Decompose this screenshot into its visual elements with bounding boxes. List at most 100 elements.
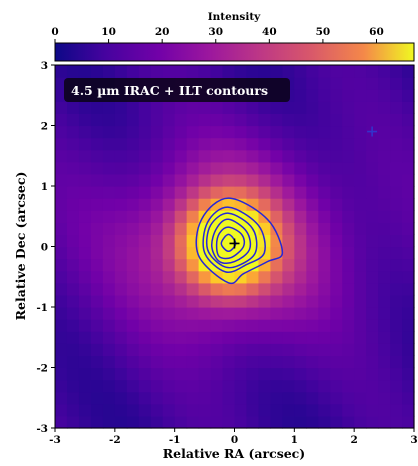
heatmap-cell (210, 65, 224, 78)
heatmap-cell (186, 391, 200, 405)
heatmap-cell (78, 270, 92, 284)
heatmap-cell (114, 294, 128, 308)
heatmap-cell (126, 294, 140, 308)
heatmap-cell (342, 77, 355, 90)
contour-line (205, 212, 258, 269)
heatmap-cell (55, 319, 68, 332)
heatmap-cell (126, 186, 140, 199)
heatmap-cell (342, 258, 355, 272)
heatmap-cell (90, 246, 104, 260)
heatmap-cell (402, 379, 415, 393)
heatmap-cell (354, 379, 367, 393)
heatmap-cell (282, 331, 295, 344)
heatmap-cell (354, 246, 367, 260)
heatmap-cell (90, 319, 104, 332)
heatmap-cell (342, 282, 355, 296)
heatmap-cell (270, 415, 283, 429)
heatmap-cell (150, 222, 164, 235)
heatmap-cell (294, 101, 307, 114)
heatmap-cell (138, 367, 152, 381)
heatmap-cell (294, 113, 307, 127)
heatmap-cell (342, 391, 355, 405)
heatmap-cell (282, 343, 295, 356)
heatmap-cell (294, 246, 307, 260)
heatmap-cell (90, 210, 104, 223)
heatmap-cell (270, 137, 283, 151)
heatmap-cell (66, 391, 80, 405)
heatmap-cell (55, 137, 68, 151)
colorbar-tick-label: 60 (369, 26, 384, 38)
heatmap-cell (378, 77, 391, 90)
heatmap-cell (402, 161, 415, 175)
y-tick-label: -2 (36, 363, 48, 375)
heatmap-cell (390, 331, 403, 344)
heatmap-cell (55, 415, 68, 429)
heatmap-cell (318, 391, 331, 405)
heatmap-cell (402, 125, 415, 139)
heatmap-cell (234, 391, 248, 405)
heatmap-cell (90, 149, 104, 163)
heatmap-cell (402, 270, 415, 284)
heatmap-cell (90, 415, 104, 429)
heatmap-cell (126, 415, 140, 429)
heatmap-cell (150, 198, 164, 211)
heatmap-cell (102, 415, 116, 429)
heatmap-cell (258, 294, 271, 308)
heatmap-cell (282, 270, 295, 284)
heatmap-cell (174, 125, 188, 139)
heatmap-cell (90, 331, 104, 344)
heatmap-cell (258, 65, 271, 78)
heatmap-cell (366, 89, 379, 102)
heatmap-cell (270, 403, 283, 417)
heatmap-cell (342, 186, 355, 199)
heatmap-cell (102, 367, 116, 381)
heatmap-cell (234, 222, 248, 235)
heatmap-cell (126, 137, 140, 151)
heatmap-cell (366, 319, 379, 332)
x-tick-label: 1 (291, 434, 298, 446)
heatmap-cell (186, 282, 200, 296)
heatmap-cell (162, 161, 176, 175)
heatmap-cell (318, 282, 331, 296)
heatmap-cell (150, 65, 164, 78)
heatmap-cell (198, 294, 212, 308)
heatmap-cell (354, 307, 367, 320)
heatmap-cell (198, 355, 212, 369)
heatmap-cell (258, 319, 271, 332)
heatmap-cell (138, 403, 152, 417)
heatmap-cell (402, 149, 415, 163)
heatmap-cell (318, 270, 331, 284)
heatmap-cell (126, 173, 140, 187)
heatmap-cell (258, 173, 271, 187)
heatmap-cell (246, 161, 260, 175)
colorbar-ticks: 0 10 20 30 40 50 60 (51, 26, 384, 43)
heatmap-cell (102, 125, 116, 139)
heatmap-cell (126, 246, 140, 260)
heatmap-cell (294, 173, 307, 187)
heatmap-cell (342, 125, 355, 139)
heatmap-cell (342, 65, 355, 78)
heatmap-cell (222, 294, 236, 308)
heatmap-cell (126, 319, 140, 332)
heatmap-cell (55, 125, 68, 139)
heatmap-cell (306, 246, 319, 260)
heatmap-cell (150, 125, 164, 139)
heatmap-cell (90, 270, 104, 284)
heatmap-cell (198, 113, 212, 127)
heatmap-cell (282, 355, 295, 369)
heatmap-cell (318, 246, 331, 260)
heatmap-cell (366, 367, 379, 381)
heatmap-cell (294, 331, 307, 344)
heatmap-cell (114, 391, 128, 405)
heatmap-cell (354, 65, 367, 78)
heatmap-cell (150, 331, 164, 344)
heatmap-cell (114, 282, 128, 296)
heatmap-cell (258, 391, 271, 405)
heatmap-cell (294, 161, 307, 175)
heatmap-cell (174, 198, 188, 211)
heatmap-cell (354, 391, 367, 405)
heatmap-cell (306, 222, 319, 235)
heatmap-cell (150, 161, 164, 175)
heatmap-cell (354, 355, 367, 369)
heatmap-cell (210, 379, 224, 393)
